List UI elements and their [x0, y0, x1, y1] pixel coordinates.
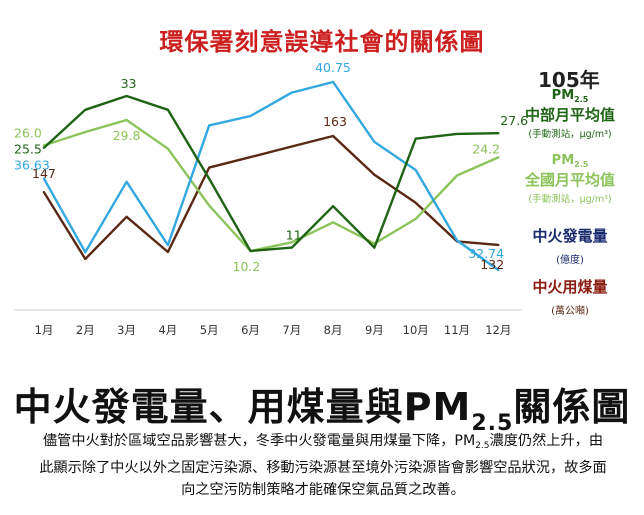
legend-power-unit: (億度) [556, 255, 584, 266]
legend-pm-central-pm: PM [551, 88, 575, 103]
legend-pm-national-sub: 2.5 [574, 160, 589, 169]
data-label: 32.74 [468, 246, 504, 261]
x-tick-label: 9月 [365, 323, 384, 337]
data-label: 132 [480, 257, 504, 272]
legend-power-name: 中火發電量 [532, 227, 608, 245]
data-label: 36.63 [14, 158, 50, 173]
x-tick-label: 7月 [282, 323, 301, 337]
main-title-post: 關係圖 [513, 385, 631, 429]
main-title-sub: 2.5 [471, 411, 514, 436]
data-label: 163 [323, 114, 347, 129]
series-line [42, 118, 500, 253]
x-tick-label: 6月 [241, 323, 260, 337]
legend-pm-national-pm: PM [551, 153, 575, 168]
data-label: 40.75 [315, 60, 351, 75]
x-tick-label: 10月 [403, 323, 429, 337]
data-label: 11 [286, 228, 302, 243]
main-title-pre: 中火發電量、用煤量與PM [13, 385, 472, 429]
line-chart: 1月 2月 3月 4月 5月 6月 7月 8月 9月 10月 11月 12月 147 163 132 26.0… [14, 60, 528, 337]
main-title: 中火發電量、用煤量與PM2.5關係圖 [0, 376, 644, 436]
data-label: 33 [121, 76, 137, 91]
data-label: 29.8 [113, 128, 141, 143]
series-line [42, 94, 500, 253]
series-line [42, 134, 500, 261]
data-label: 24.2 [472, 141, 500, 156]
x-tick-label: 2月 [76, 323, 95, 337]
x-tick-label: 4月 [158, 323, 177, 337]
legend-coal: 中火用煤量 (萬公噸) [510, 276, 630, 317]
legend-pm-national: PM2.5 全國月平均值 (手動測站，μg/m³) [510, 153, 630, 205]
series-line [42, 80, 500, 272]
x-tick-label: 1月 [35, 323, 54, 337]
legend-pm-central-name: 中部月平均值 [524, 106, 615, 124]
data-label: 147 [32, 166, 56, 181]
description-pre: 儘管中火對於區域空品影響甚大，冬季中火發電量與用煤量下降，PM [42, 433, 476, 449]
description: 儘管中火對於區域空品影響甚大，冬季中火發電量與用煤量下降，PM2.5濃度仍然上升… [38, 430, 608, 501]
data-label: 25.5 [14, 142, 42, 157]
data-label: 26.0 [14, 125, 42, 140]
legend-coal-name: 中火用煤量 [532, 278, 608, 296]
description-sub: 2.5 [475, 441, 490, 451]
legend-year: 105年 [538, 68, 600, 92]
x-tick-label: 12月 [485, 323, 511, 337]
x-tick-label: 3月 [117, 323, 136, 337]
legend-pm-central-unit: (手動測站，μg/m³) [528, 129, 612, 140]
legend-pm-national-unit: (手動測站，μg/m³) [528, 194, 612, 205]
data-label: 10.2 [233, 259, 261, 274]
legend-pm-central-sub: 2.5 [574, 95, 589, 104]
description-post: 濃度仍然上升，由此顯示除了中火以外之固定污染源、移動污染源甚至境外污染源皆會影響… [39, 433, 607, 498]
legend-pm-central: PM2.5 中部月平均值 (手動測站，μg/m³) [510, 88, 630, 140]
x-tick-label: 8月 [324, 323, 343, 337]
x-tick-label: 5月 [200, 323, 219, 337]
data-label: 27.6 [500, 113, 528, 128]
legend-power: 中火發電量 (億度) [510, 225, 630, 266]
legend-coal-unit: (萬公噸) [551, 306, 589, 317]
chart-title: 環保署刻意誤導社會的關係圖 [159, 27, 485, 56]
x-tick-label: 11月 [444, 323, 470, 337]
legend-pm-national-name: 全國月平均值 [524, 171, 615, 189]
